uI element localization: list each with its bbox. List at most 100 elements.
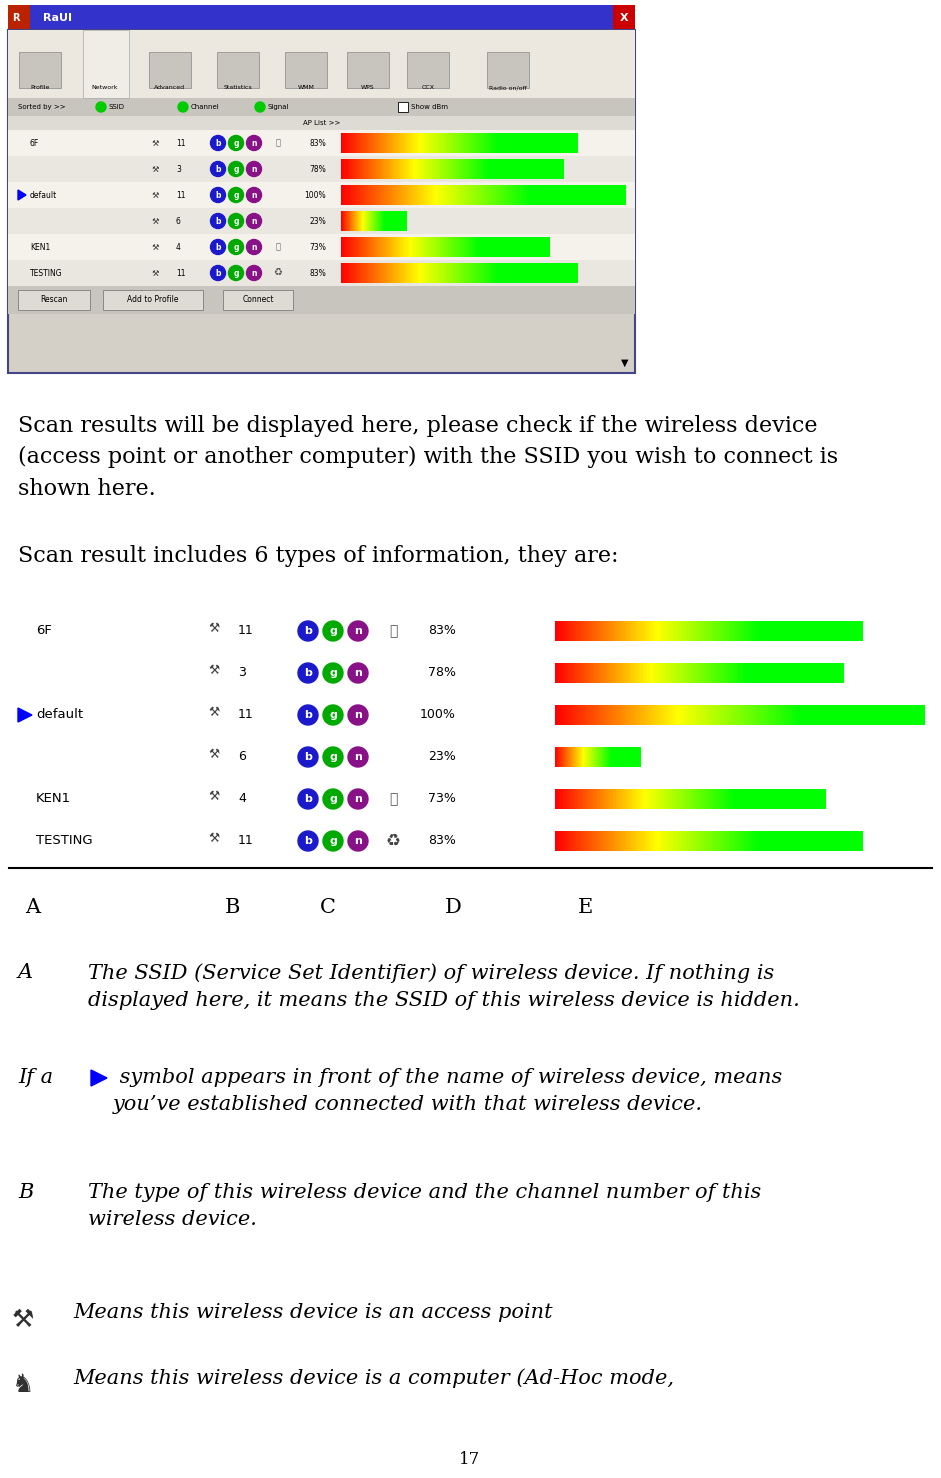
Bar [502,160,503,179]
Bar [393,160,395,179]
Bar [565,621,566,641]
Text: ⚒: ⚒ [152,216,159,226]
Bar [426,185,428,205]
Bar [512,185,514,205]
Bar [582,621,583,641]
Bar [467,160,469,179]
Bar [382,160,384,179]
Bar [359,236,361,257]
Bar [534,133,535,154]
Bar [695,789,697,808]
Bar [899,705,901,726]
Bar [714,705,716,726]
Bar [439,236,440,257]
Text: 6F: 6F [36,625,52,637]
Bar [489,236,491,257]
Bar [806,831,809,851]
Bar [416,160,417,179]
Bar [377,133,379,154]
Bar [521,160,522,179]
Bar [596,185,598,205]
Bar [520,185,522,205]
Bar [396,160,398,179]
Bar [528,133,530,154]
Bar [560,263,562,282]
Bar [494,263,495,282]
Bar [786,789,788,808]
Bar [434,185,436,205]
Bar [429,236,431,257]
Bar [837,831,839,851]
Bar [581,705,583,726]
Bar [418,133,420,154]
Bar [449,236,451,257]
Bar [563,789,565,808]
Bar [548,263,550,282]
Bar [357,133,359,154]
Bar [543,185,545,205]
Bar [384,133,385,154]
Bar [607,705,609,726]
Bar [468,185,470,205]
Circle shape [298,664,318,683]
Bar [807,789,809,808]
Circle shape [323,789,343,808]
Bar [428,160,429,179]
Bar [806,664,808,683]
Bar [879,705,881,726]
Bar [381,185,383,205]
Bar [652,664,654,683]
Bar [452,185,455,205]
Bar [599,831,601,851]
Bar [608,185,610,205]
Bar [758,664,760,683]
Bar [443,185,445,205]
Circle shape [298,705,318,726]
Bar [357,160,359,179]
Bar [791,831,793,851]
Bar [492,160,494,179]
Bar [756,664,758,683]
Bar [760,664,762,683]
Bar [343,185,344,205]
Bar [711,789,713,808]
Bar [444,133,446,154]
Text: B: B [18,1182,33,1202]
Bar [651,789,653,808]
Bar [686,664,688,683]
Bar [635,831,637,851]
Text: Rescan: Rescan [40,296,68,304]
Bar [742,831,744,851]
Bar [780,789,782,808]
Bar [470,133,471,154]
Bar [341,185,343,205]
Bar [845,831,847,851]
Bar [358,160,359,179]
Text: b: b [304,627,311,636]
Bar [567,789,569,808]
Bar [582,664,584,683]
Bar [801,789,803,808]
Bar [722,705,724,726]
Text: Sorted by >>: Sorted by >> [18,103,66,109]
Bar [355,236,356,257]
Bar [710,664,712,683]
Bar [612,789,614,808]
Bar [398,102,408,112]
Bar [408,133,410,154]
Bar [556,621,559,641]
Bar [631,664,633,683]
Bar [669,621,671,641]
Bar [834,664,836,683]
Text: Radio on/off: Radio on/off [489,86,527,90]
Bar [729,789,731,808]
Bar [753,664,755,683]
Bar [349,236,351,257]
Bar [441,160,442,179]
Bar [358,133,359,154]
Bar [710,789,712,808]
Bar [821,664,822,683]
Bar [786,831,788,851]
Bar [659,789,661,808]
Bar [728,831,730,851]
